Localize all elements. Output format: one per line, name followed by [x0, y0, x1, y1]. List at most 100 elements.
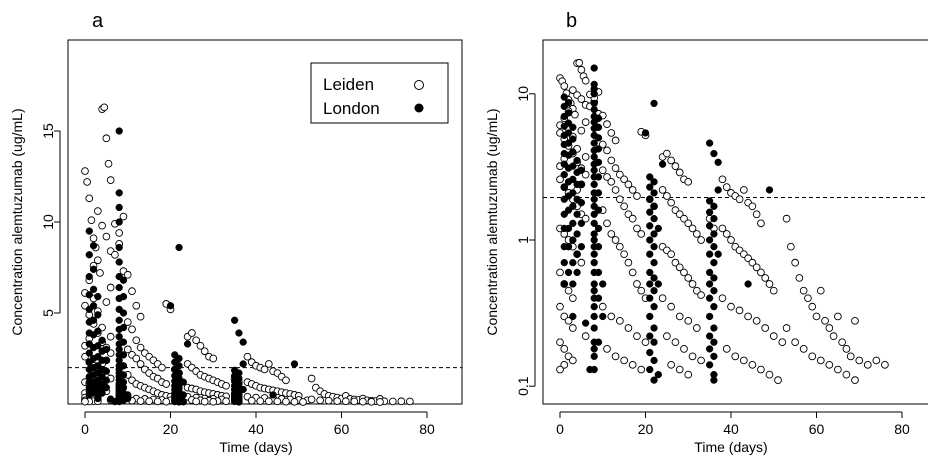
- data-point-london: [569, 148, 577, 156]
- data-point-london: [650, 338, 658, 346]
- data-point-leiden: [333, 397, 342, 405]
- y-tick-label: 15: [40, 123, 56, 139]
- data-point-london: [102, 345, 111, 354]
- data-point-leiden: [222, 381, 230, 390]
- data-point-leiden: [577, 65, 586, 74]
- x-axis-title: Time (days): [219, 439, 292, 455]
- data-point-leiden: [816, 356, 825, 365]
- data-point-london: [590, 230, 598, 238]
- data-point-leiden: [821, 316, 829, 325]
- x-tick-label: 80: [419, 421, 435, 437]
- data-point-leiden: [671, 338, 680, 347]
- data-point-london: [594, 158, 603, 166]
- data-point-london: [564, 109, 573, 117]
- y-tick-label: 0.1: [515, 376, 531, 396]
- data-point-london: [650, 214, 658, 223]
- data-point-london: [590, 324, 598, 332]
- data-point-london: [115, 316, 123, 324]
- data-point-leiden: [145, 397, 153, 406]
- data-point-london: [646, 222, 654, 230]
- data-point-london: [594, 206, 603, 214]
- panel-a-points: [81, 103, 414, 406]
- data-point-london: [646, 208, 654, 216]
- data-point-leiden: [680, 268, 688, 277]
- data-point-london: [85, 349, 93, 357]
- data-point-london: [94, 342, 102, 350]
- data-point-leiden: [816, 286, 825, 295]
- data-point-leiden: [132, 301, 141, 310]
- data-point-leiden: [633, 280, 641, 288]
- data-point-leiden: [620, 250, 628, 259]
- data-point-leiden: [757, 365, 765, 374]
- data-point-leiden: [620, 356, 628, 365]
- data-point-leiden: [247, 396, 256, 405]
- data-point-leiden: [620, 202, 628, 211]
- data-point-leiden: [615, 242, 624, 251]
- data-point-leiden: [111, 250, 119, 259]
- data-point-london: [646, 250, 654, 258]
- x-tick-label: 40: [248, 421, 264, 437]
- data-point-leiden: [556, 338, 564, 347]
- data-point-leiden: [136, 397, 145, 405]
- data-point-leiden: [581, 214, 590, 223]
- data-point-london: [564, 129, 573, 137]
- data-point-leiden: [722, 230, 731, 238]
- data-point-leiden: [568, 294, 577, 303]
- data-point-leiden: [688, 352, 697, 361]
- data-point-leiden: [316, 396, 324, 405]
- data-point-london: [89, 285, 98, 293]
- data-point-london: [590, 312, 598, 321]
- data-point-leiden: [611, 164, 620, 173]
- data-point-leiden: [153, 397, 162, 406]
- data-point-leiden: [748, 360, 757, 369]
- data-point-london: [710, 202, 718, 210]
- data-point-london: [115, 333, 123, 341]
- data-point-leiden: [132, 336, 141, 345]
- data-point-leiden: [739, 186, 748, 194]
- data-point-leiden: [93, 207, 102, 215]
- data-point-london: [119, 309, 128, 317]
- data-point-leiden: [83, 178, 91, 186]
- data-point-london: [582, 319, 590, 327]
- data-point-london: [85, 251, 93, 259]
- data-point-leiden: [765, 370, 774, 379]
- data-point-leiden: [290, 397, 299, 406]
- data-point-london: [654, 370, 662, 379]
- data-point-leiden: [100, 103, 109, 112]
- data-point-london: [85, 291, 93, 299]
- data-point-london: [646, 183, 654, 191]
- data-point-london: [115, 203, 123, 212]
- data-point-london: [646, 312, 654, 321]
- data-point-leiden: [834, 312, 842, 321]
- data-point-london: [569, 236, 577, 244]
- data-point-london: [98, 389, 106, 397]
- legend-filled-circle-marker: [414, 103, 424, 113]
- data-point-leiden: [282, 376, 290, 385]
- data-point-london: [594, 114, 603, 122]
- data-point-london: [654, 224, 662, 233]
- data-point-london: [590, 180, 598, 189]
- data-point-leiden: [406, 397, 414, 406]
- y-tick-label: 10: [40, 214, 56, 230]
- data-point-leiden: [855, 356, 864, 365]
- data-point-leiden: [684, 219, 693, 228]
- data-point-london: [650, 324, 658, 332]
- data-point-london: [179, 398, 187, 406]
- data-point-london: [650, 230, 658, 238]
- data-point-leiden: [786, 242, 795, 251]
- data-point-london: [710, 149, 718, 158]
- data-point-leiden: [633, 192, 641, 200]
- data-point-leiden: [688, 280, 697, 288]
- data-point-london: [650, 189, 658, 197]
- data-point-leiden: [607, 312, 616, 321]
- panel-a-legend: Leiden London: [310, 62, 449, 124]
- data-point-leiden: [834, 365, 842, 374]
- data-point-leiden: [611, 236, 620, 244]
- data-point-leiden: [607, 177, 616, 186]
- data-point-london: [590, 139, 598, 147]
- data-point-leiden: [607, 230, 616, 238]
- data-point-london: [705, 139, 714, 147]
- data-point-leiden: [102, 298, 111, 306]
- data-point-leiden: [671, 162, 680, 171]
- data-point-leiden: [735, 306, 744, 315]
